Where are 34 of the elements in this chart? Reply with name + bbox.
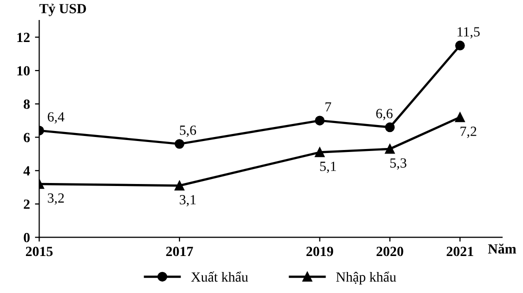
data-label: 5,3 [390,158,406,170]
point [174,139,184,149]
data-label: 5,6 [180,126,196,137]
x-tick-label: 2021 [446,246,474,256]
x-axis-title: Năm [488,244,516,254]
point [314,116,325,126]
point [385,122,395,132]
y-tick-label: 0 [24,232,30,242]
point [314,147,325,158]
data-label: 6,4 [48,112,64,124]
y-axis-title: Tỷ USD [39,4,86,16]
legend-label: Xuất khẩu [191,272,248,282]
data-label: 6,6 [376,108,393,120]
y-tick-label: 10 [17,66,30,76]
point [174,180,184,190]
point [455,112,465,122]
point [385,144,395,154]
y-tick-label: 2 [24,200,30,209]
data-label: 7 [326,102,332,112]
y-tick-label: 12 [17,32,30,42]
x-tick-label: 2017 [166,246,194,256]
x-tick-label: 2015 [26,246,53,256]
data-label: 11,5 [458,27,480,39]
data-label: 3,2 [48,193,64,205]
data-label: 5,1 [320,162,336,174]
y-tick-label: 8 [24,99,30,109]
data-label: 3,1 [180,195,196,206]
legend-label: Nhập khẩu [336,272,396,285]
x-tick-label: 2020 [376,246,404,256]
data-label: 7,2 [460,126,476,138]
x-tick-label: 2019 [306,246,334,256]
point [455,40,465,50]
y-tick-label: 4 [23,166,30,176]
y-tick-label: 6 [24,132,30,142]
